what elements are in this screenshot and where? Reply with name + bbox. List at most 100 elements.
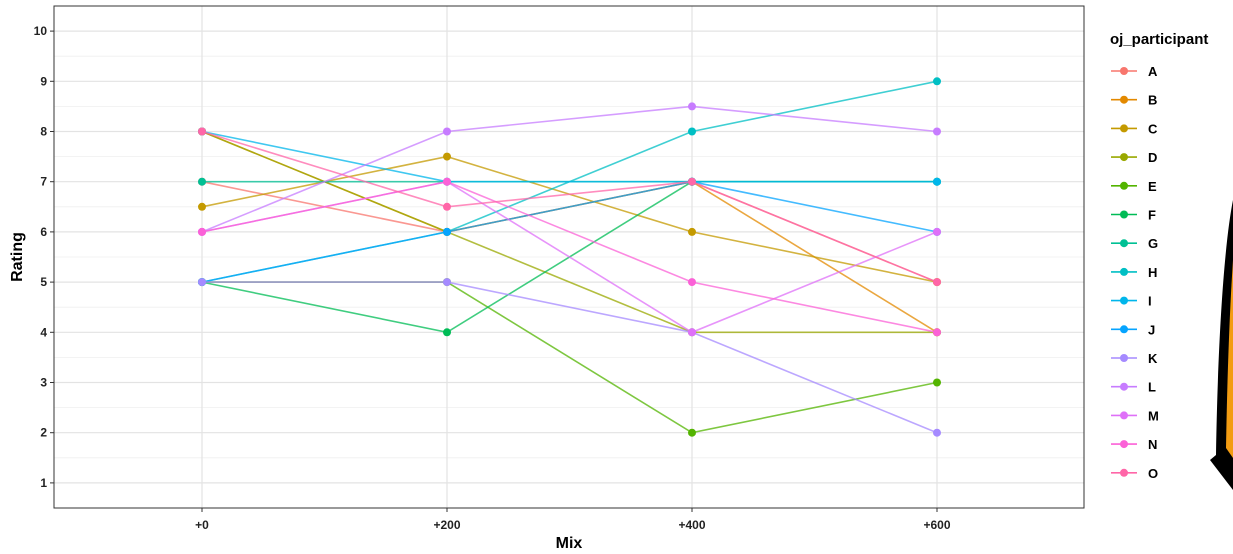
data-point [933, 428, 941, 437]
legend-label: L [1148, 380, 1156, 395]
x-tick-label: +400 [678, 518, 705, 532]
legend-key-point [1120, 239, 1128, 248]
y-tick-label: 8 [40, 125, 47, 139]
data-point [933, 378, 941, 387]
series-line [201, 130, 938, 283]
data-point [933, 227, 941, 236]
legend-item: F [1111, 208, 1156, 223]
legend-key-point [1120, 411, 1128, 420]
data-point [688, 177, 696, 186]
legend-item: E [1111, 179, 1157, 194]
legend-label: G [1148, 236, 1158, 251]
legend-key-point [1120, 468, 1128, 477]
legend-item: B [1111, 93, 1157, 108]
legend-label: N [1148, 437, 1157, 452]
legend-item: J [1111, 322, 1155, 337]
data-point [688, 428, 696, 437]
legend-item: D [1111, 150, 1157, 165]
legend-item: C [1111, 121, 1158, 136]
data-point [198, 202, 206, 211]
legend-label: C [1148, 121, 1158, 136]
y-tick-label: 2 [40, 426, 47, 440]
legend-item: L [1111, 380, 1156, 395]
legend-key-point [1120, 210, 1128, 219]
y-axis-title: Rating [9, 232, 26, 282]
legend-label: M [1148, 408, 1159, 423]
legend-key-point [1120, 267, 1128, 276]
y-axis: 1 2 3 4 5 6 7 8 9 10 [34, 24, 54, 490]
legend-label: H [1148, 265, 1157, 280]
legend-label: D [1148, 150, 1157, 165]
x-axis: +0 +200 +400 +600 [195, 508, 951, 532]
legend-item: G [1111, 236, 1158, 251]
legend-key-point [1120, 354, 1128, 362]
legend-label: B [1148, 93, 1157, 108]
data-point [443, 202, 451, 211]
plot-border [53, 5, 1085, 509]
legend-key-point [1120, 325, 1128, 334]
y-tick-label: 7 [40, 175, 47, 189]
legend-label: I [1148, 294, 1152, 309]
series-line [202, 281, 938, 434]
data-point [933, 127, 941, 136]
legend-label: O [1148, 466, 1158, 481]
data-point [198, 227, 206, 236]
legend-key-point [1120, 382, 1128, 391]
legend-title: oj_participant [1110, 31, 1208, 48]
legend-key-point [1120, 95, 1128, 104]
y-tick-label: 9 [40, 74, 47, 88]
data-point [443, 152, 451, 161]
legend-item: K [1111, 351, 1158, 366]
data-point [688, 227, 696, 236]
y-tick-label: 4 [40, 325, 47, 339]
y-tick-label: 1 [40, 476, 47, 490]
data-point [443, 177, 451, 186]
data-point [443, 127, 451, 136]
data-point [688, 328, 696, 337]
data-point [933, 177, 941, 186]
series-N [198, 177, 941, 337]
y-tick-label: 6 [40, 225, 47, 239]
data-point [933, 278, 941, 287]
data-point [198, 127, 206, 136]
series-O [198, 127, 941, 287]
data-point [198, 177, 206, 186]
data-point [443, 278, 451, 287]
legend-key-point [1120, 296, 1128, 305]
series-layer [198, 77, 941, 437]
data-point [933, 77, 941, 86]
data-point [688, 278, 696, 287]
legend-key-point [1120, 67, 1128, 75]
series-line [201, 105, 938, 233]
legend-label: K [1148, 351, 1158, 366]
legend-label: A [1148, 64, 1158, 79]
data-point [688, 102, 696, 111]
legend-item: H [1111, 265, 1157, 280]
legend-label: E [1148, 179, 1157, 194]
decorative-shape-fill [1226, 260, 1233, 458]
series-line [201, 180, 938, 283]
series-line [201, 180, 938, 334]
y-tick-label: 5 [40, 275, 47, 289]
data-point [688, 127, 696, 136]
legend-key-point [1120, 440, 1128, 449]
series-line [201, 130, 937, 183]
legend-label: F [1148, 208, 1156, 223]
x-tick-label: +200 [433, 518, 460, 532]
legend-item: N [1111, 437, 1157, 452]
y-tick-label: 10 [34, 24, 48, 38]
legend-item: O [1111, 466, 1158, 481]
legend-item: M [1111, 408, 1159, 423]
x-axis-title: Mix [556, 535, 583, 552]
y-tick-label: 3 [40, 376, 47, 390]
data-point [443, 328, 451, 337]
x-tick-label: +0 [195, 518, 209, 532]
legend-item: I [1111, 294, 1152, 309]
legend-key-point [1120, 153, 1128, 162]
data-point [198, 278, 206, 287]
legend-key-point [1120, 181, 1128, 190]
legend-label: J [1148, 322, 1155, 337]
x-tick-label: +600 [923, 518, 950, 532]
